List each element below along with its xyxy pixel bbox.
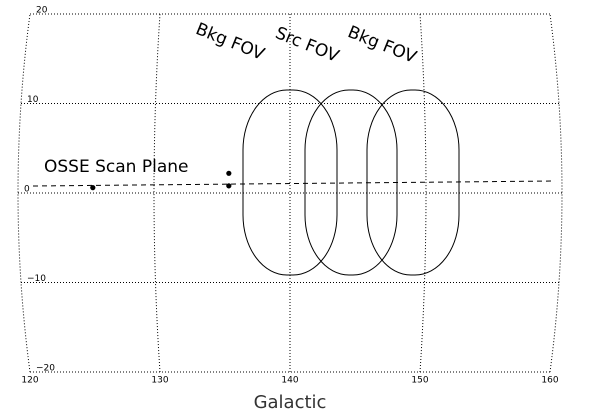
point: [226, 170, 232, 176]
y-tick-label: 0: [24, 185, 30, 195]
x-tick-label: 160: [541, 376, 558, 386]
x-tick-label: 130: [151, 376, 168, 386]
x-axis-label: Galactic: [254, 392, 327, 413]
y-tick-label: 20: [36, 6, 48, 16]
grid-line: [17, 13, 31, 373]
annotation: Bkg FOV: [193, 19, 268, 65]
point: [226, 183, 232, 189]
y-tick-label: 10: [27, 95, 39, 105]
annotation: OSSE Scan Plane: [44, 157, 188, 177]
x-tick-label: 150: [411, 376, 428, 386]
scan-plane: [32, 180, 556, 187]
grid-line: [549, 13, 563, 373]
annotation: Bkg FOV: [345, 22, 420, 68]
y-tick-label: −10: [27, 274, 46, 284]
annotation: Src FOV: [272, 23, 342, 67]
x-tick-label: 140: [281, 376, 298, 386]
y-tick-label: −20: [36, 364, 55, 374]
point: [90, 185, 96, 191]
x-tick-label: 120: [21, 376, 38, 386]
